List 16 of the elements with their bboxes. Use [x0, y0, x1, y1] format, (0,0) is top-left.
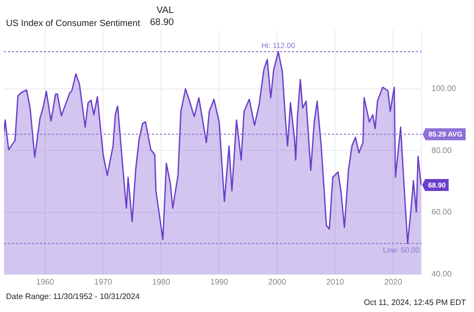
x-tick-label: 1990: [210, 277, 229, 286]
y-tick-label: 100.00: [432, 84, 457, 93]
text: VAL: [156, 5, 174, 17]
text: Oct 11, 2024, 12:45 PM EDT: [364, 298, 466, 307]
chart-title: US Index of Consumer Sentiment: [6, 18, 140, 28]
y-tick-label: 80.00: [432, 146, 452, 155]
x-tick-label: 1960: [36, 277, 55, 286]
x-tick-label: 1970: [94, 277, 113, 286]
text: 68.90: [150, 17, 174, 29]
x-tick-label: 1980: [152, 277, 171, 286]
y-tick-label: 60.00: [432, 208, 452, 217]
text: Date Range: 11/30/1952 - 10/31/2024: [6, 292, 140, 301]
x-tick-label: 2000: [268, 277, 287, 286]
x-tick-label: 2020: [384, 277, 403, 286]
x-tick-label: 2010: [326, 277, 345, 286]
y-tick-label: 40.00: [432, 270, 452, 279]
